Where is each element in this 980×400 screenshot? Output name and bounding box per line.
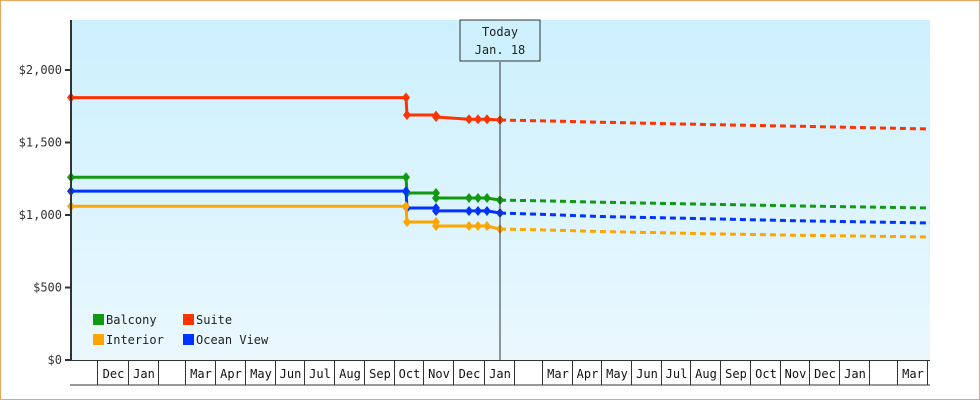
x-month-label: Mar [902,367,924,381]
x-month-label: Dec [103,367,125,381]
series-layer [67,92,931,239]
legend-label: Balcony [106,313,157,327]
x-month-label: Sep [725,367,747,381]
today-box [459,19,541,62]
y-tick-label: $0 [48,353,62,367]
data-point-marker[interactable] [483,114,491,125]
legend-swatch [93,334,104,345]
legend: Balcony Suite Interior Ocean View [93,313,269,347]
data-point-marker[interactable] [432,193,440,204]
x-month-label: Jan [844,367,866,381]
legend-label: Ocean View [196,333,269,347]
x-month-label: Apr [577,367,599,381]
data-point-marker[interactable] [483,193,491,204]
y-tick-label: $500 [33,281,62,295]
data-point-marker[interactable] [483,221,491,232]
x-month-label: Jul [666,367,688,381]
x-month-label: Jun [636,367,658,381]
x-month-label: Nov [785,367,807,381]
x-month-label: Apr [220,367,242,381]
today-label: Today [482,25,518,39]
legend-swatch [183,314,194,325]
legend-label: Suite [196,313,232,327]
data-point-marker[interactable] [402,186,410,197]
forecast-line [499,211,931,225]
today-marker: Today Jan. 18 [459,19,541,360]
x-month-label: Dec [814,367,836,381]
data-point-marker[interactable] [402,92,410,103]
x-month-label: Aug [339,367,361,381]
data-point-marker[interactable] [432,187,440,198]
data-point-marker[interactable] [465,221,473,232]
x-month-label: May [250,367,272,381]
x-month-label: Jun [280,367,302,381]
legend-item-balcony[interactable]: Balcony [93,313,157,327]
data-point-marker[interactable] [403,216,411,227]
y-tick-label: $1,500 [19,136,62,150]
series-suite [67,92,931,131]
y-tick-label: $2,000 [19,63,62,77]
axes: $0 $500 $1,000 $1,500 $2,000 Dec Jan Mar Apr May J… [19,20,930,386]
data-point-marker[interactable] [465,205,473,216]
data-point-marker[interactable] [402,172,410,183]
x-month-label: Nov [428,367,450,381]
data-point-marker[interactable] [483,205,491,216]
x-month-label: Jan [489,367,511,381]
x-month-label: Mar [547,367,569,381]
data-point-marker[interactable] [474,221,482,232]
series-balcony [67,172,931,210]
legend-label: Interior [106,333,164,347]
forecast-line [499,118,931,131]
data-point-marker[interactable] [403,109,411,120]
forecast-line [499,198,931,210]
data-point-marker[interactable] [465,114,473,125]
x-month-label: Jan [133,367,155,381]
data-point-marker[interactable] [432,111,440,122]
x-month-label: Dec [459,367,481,381]
x-month-label: Aug [695,367,717,381]
legend-swatch [93,314,104,325]
legend-item-suite[interactable]: Suite [183,313,232,327]
series-interior [67,201,931,239]
legend-item-ocean-view[interactable]: Ocean View [183,333,269,347]
today-date-label: Jan. 18 [475,43,526,57]
x-month-label: Jul [309,367,331,381]
forecast-line [499,227,931,239]
data-point-marker[interactable] [474,205,482,216]
data-point-marker[interactable] [432,221,440,232]
x-month-label: Oct [755,367,777,381]
x-month-label: Oct [399,367,421,381]
x-month-label: Sep [369,367,391,381]
data-point-marker[interactable] [474,193,482,204]
legend-swatch [183,334,194,345]
data-point-marker[interactable] [432,205,440,216]
y-tick-label: $1,000 [19,208,62,222]
x-month-label: May [606,367,628,381]
data-point-marker[interactable] [474,114,482,125]
data-point-marker[interactable] [465,193,473,204]
data-point-marker[interactable] [402,201,410,212]
x-month-label: Mar [190,367,212,381]
legend-item-interior[interactable]: Interior [93,333,164,347]
